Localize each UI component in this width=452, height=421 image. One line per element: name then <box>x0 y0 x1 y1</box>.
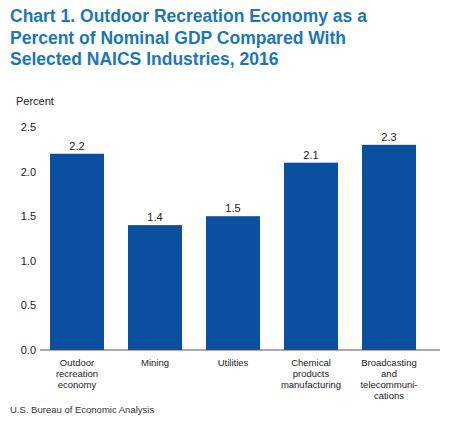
text-line: Outdoor <box>60 357 94 368</box>
text-line: Chart 1. Outdoor Recreation Economy as a <box>10 6 367 26</box>
text-line: Utilities <box>218 357 249 368</box>
text-line: Broadcasting <box>361 357 416 368</box>
chart-svg: Chart 1. Outdoor Recreation Economy as a… <box>0 0 452 421</box>
title: Chart 1. Outdoor Recreation Economy as a… <box>10 6 367 69</box>
text-line: recreation <box>56 368 98 379</box>
x-axis-line <box>40 350 440 351</box>
y-tick-label: 1.5 <box>21 210 36 222</box>
x-tick-label: Outdoorrecreationeconomy <box>56 357 98 390</box>
text-line: and <box>381 368 397 379</box>
text-line: cations <box>374 390 404 401</box>
y-tick-label: 2.0 <box>21 166 36 178</box>
text-line: telecommuni- <box>360 379 417 390</box>
x-tick-label: Utilities <box>218 357 249 368</box>
y-tick-label: 0.0 <box>21 344 36 356</box>
text-line: Chemical <box>291 357 331 368</box>
bar <box>128 225 182 350</box>
data-label: 1.4 <box>147 211 162 223</box>
bar <box>362 145 416 350</box>
bar <box>284 163 338 350</box>
y-axis-label: Percent <box>16 95 54 107</box>
y-tick-label: 0.5 <box>21 299 36 311</box>
bar <box>50 154 104 350</box>
x-tick-label: Chemicalproductsmanufacturing <box>281 357 341 390</box>
data-label: 2.3 <box>381 131 396 143</box>
bars <box>50 145 416 350</box>
text-line: Mining <box>141 357 169 368</box>
text-line: economy <box>58 379 97 390</box>
text-line: Percent of Nominal GDP Compared With <box>10 28 346 48</box>
x-tick-label: Mining <box>141 357 169 368</box>
y-tick-label: 1.0 <box>21 255 36 267</box>
text-line: manufacturing <box>281 379 341 390</box>
text-line: products <box>293 368 330 379</box>
data-label: 1.5 <box>225 202 240 214</box>
source: U.S. Bureau of Economic Analysis <box>10 404 154 415</box>
bar <box>206 216 260 350</box>
text-line: Selected NAICS Industries, 2016 <box>10 49 279 69</box>
data-label: 2.1 <box>303 149 318 161</box>
chart-container: Chart 1. Outdoor Recreation Economy as a… <box>0 0 452 421</box>
data-label: 2.2 <box>69 140 84 152</box>
y-tick-label: 2.5 <box>21 121 36 133</box>
x-tick-label: Broadcastingandtelecommuni-cations <box>360 357 417 401</box>
